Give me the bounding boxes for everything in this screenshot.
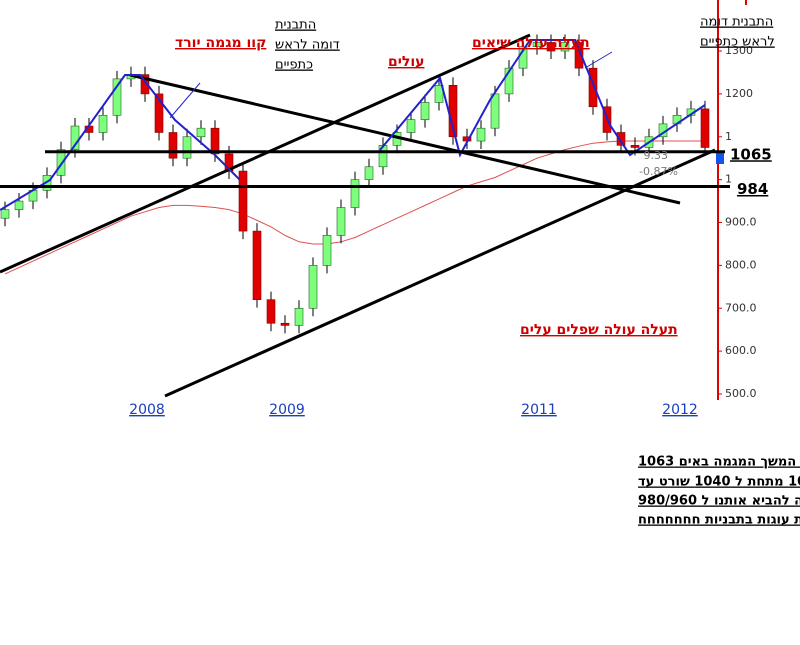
candle	[252, 230, 262, 300]
y-tick-label: 600.0	[725, 344, 757, 357]
candle	[574, 42, 584, 69]
candle	[238, 170, 248, 232]
pattern-line	[379, 39, 706, 158]
candle	[0, 209, 10, 219]
candle	[532, 42, 542, 48]
pattern-line	[0, 74, 241, 211]
candle	[504, 67, 514, 95]
summary-line: ואם טעיתי בניתוח אפשר לאפות עוגות בתבניו…	[638, 513, 800, 528]
candle	[546, 42, 556, 52]
level-label: 1065	[730, 145, 772, 163]
annotation: קוו מגמה יורד	[175, 35, 266, 51]
annotation: התבנית דומה	[700, 15, 773, 30]
candle	[434, 85, 444, 103]
candle	[308, 265, 318, 309]
annotation: 9.33	[644, 149, 669, 162]
y-tick-label: 500.0	[725, 387, 757, 400]
candle	[364, 166, 374, 180]
plot-area	[0, 34, 710, 334]
x-label: 2009	[269, 402, 305, 418]
candle	[616, 132, 626, 146]
candle	[700, 108, 710, 148]
candle	[322, 235, 332, 266]
pointer	[169, 82, 201, 119]
candle	[490, 93, 500, 129]
x-label: 2011	[521, 402, 557, 418]
summary-line: להשלמת התבנית ראש כתפיים שרמורה להביא או…	[638, 494, 800, 509]
summary-line: לסיכום הקישקוש הזה ניסיתי לתאר את המשך ה…	[638, 455, 800, 470]
annotation: דומה לראש	[275, 38, 340, 53]
annotation: כתפיים	[275, 58, 313, 73]
annotation: תעלה עולה שיאים	[472, 35, 590, 51]
candle	[588, 67, 598, 108]
x-label: 2012	[662, 402, 698, 418]
price-marker	[716, 152, 724, 164]
annotation: לראש כתפיים	[700, 35, 775, 50]
candle	[266, 299, 276, 324]
pointer	[584, 51, 613, 69]
moving-average	[4, 140, 705, 275]
y-tick-label: 900.0	[725, 216, 757, 229]
candle	[56, 149, 66, 176]
trend-line	[0, 33, 531, 274]
y-tick-label: 1300	[725, 44, 753, 57]
pattern-lines	[0, 39, 706, 211]
y-tick-label: 1	[725, 130, 732, 143]
candle	[350, 179, 360, 208]
candle	[98, 115, 108, 133]
candle	[406, 119, 416, 133]
candle	[336, 207, 346, 236]
candle	[280, 322, 290, 326]
annotation: התבנית	[275, 18, 316, 33]
y-tick-label: 800.0	[725, 258, 757, 271]
y-tick-label: 700.0	[725, 301, 757, 314]
annotation: -0.87%	[639, 165, 678, 178]
y-tick-label: 1200	[725, 87, 753, 100]
candle	[154, 93, 164, 133]
candle	[294, 307, 304, 326]
candle	[168, 132, 178, 159]
candle	[196, 127, 206, 138]
candle	[420, 102, 430, 120]
x-label: 2008	[129, 402, 165, 418]
candle	[560, 42, 570, 52]
summary-line: יישבר ויסגור מתחת , ברמה הבאה 1058 מתחת …	[638, 475, 800, 490]
y-tick-label: 1	[725, 173, 732, 186]
candle	[140, 74, 150, 95]
candle	[14, 200, 24, 210]
level-label: 984	[737, 180, 768, 198]
candle	[210, 127, 220, 155]
candle	[182, 136, 192, 159]
trend-line	[129, 73, 681, 205]
candle	[630, 145, 640, 148]
annotation: עולים	[388, 54, 424, 70]
annotation: תעלה עולה שפלים עלים	[520, 322, 678, 338]
candle	[112, 78, 122, 116]
candle	[476, 127, 486, 142]
trend-lines	[0, 33, 716, 398]
